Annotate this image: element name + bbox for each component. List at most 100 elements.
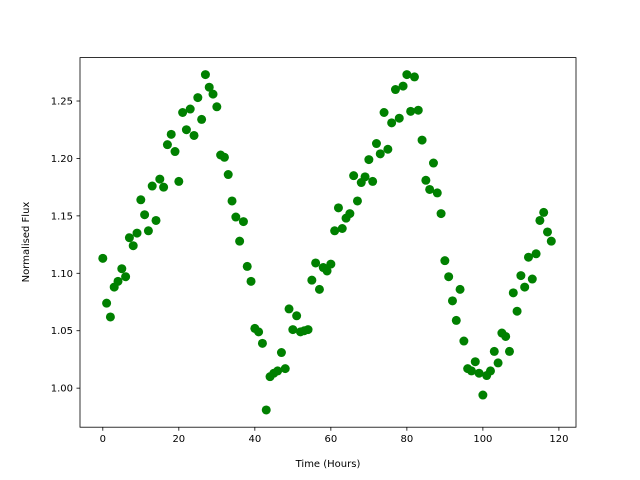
point	[219, 152, 229, 162]
point	[276, 348, 286, 358]
point	[162, 140, 172, 150]
point	[387, 118, 397, 128]
point	[330, 226, 340, 236]
point	[516, 271, 526, 281]
x-tick-label: 20	[172, 434, 185, 445]
point	[140, 210, 150, 220]
point	[117, 264, 127, 274]
point	[311, 258, 321, 268]
point	[326, 259, 336, 269]
point	[132, 228, 142, 238]
point	[501, 331, 511, 341]
point	[402, 70, 412, 80]
point	[231, 212, 241, 222]
point	[542, 227, 552, 237]
point	[539, 207, 549, 217]
point	[178, 108, 188, 118]
point	[113, 276, 123, 286]
point	[432, 188, 442, 198]
point	[98, 253, 108, 263]
point	[200, 70, 210, 80]
y-tick-label: 1.15	[51, 211, 73, 222]
point	[383, 144, 393, 154]
point	[368, 176, 378, 186]
point	[174, 176, 184, 186]
point	[128, 241, 138, 251]
point	[349, 171, 359, 181]
x-tick-label: 0	[100, 434, 106, 445]
x-tick-label: 120	[549, 434, 568, 445]
point	[451, 315, 461, 325]
point	[185, 104, 195, 114]
point	[478, 390, 488, 400]
point	[527, 274, 537, 284]
point	[409, 72, 419, 82]
point	[307, 275, 317, 285]
point	[143, 226, 153, 236]
point	[504, 346, 514, 356]
point	[546, 236, 556, 246]
point	[428, 158, 438, 168]
point	[322, 266, 332, 276]
point	[459, 336, 469, 346]
point	[261, 405, 271, 415]
point	[212, 102, 222, 112]
point	[466, 366, 476, 376]
point	[345, 209, 355, 219]
point	[292, 311, 302, 321]
point	[531, 249, 541, 259]
x-tick-label: 80	[400, 434, 413, 445]
point	[520, 282, 530, 292]
point	[360, 172, 370, 182]
point	[193, 93, 203, 103]
point	[254, 327, 264, 337]
point	[257, 338, 267, 348]
point	[493, 358, 503, 368]
point	[447, 296, 457, 306]
point	[227, 196, 237, 206]
point	[124, 233, 134, 243]
point	[375, 149, 385, 159]
y-tick-label: 1.00	[51, 384, 73, 395]
point	[197, 114, 207, 124]
point	[189, 130, 199, 140]
point	[170, 147, 180, 157]
point	[242, 261, 252, 271]
point	[474, 368, 484, 378]
point	[406, 106, 416, 116]
x-axis-label: Time (Hours)	[295, 459, 361, 470]
point	[455, 284, 465, 294]
point	[136, 195, 146, 205]
point	[121, 272, 131, 282]
point	[181, 125, 191, 135]
point	[390, 85, 400, 95]
point	[238, 217, 248, 227]
point	[223, 170, 233, 180]
point	[333, 203, 343, 213]
point	[535, 215, 545, 225]
y-tick-label: 1.05	[51, 326, 73, 337]
point	[288, 325, 298, 335]
point	[417, 135, 427, 145]
point	[394, 113, 404, 123]
point	[421, 175, 431, 185]
point	[159, 182, 169, 192]
point	[147, 181, 157, 191]
axes-frame	[79, 57, 577, 428]
point	[523, 252, 533, 262]
point	[512, 306, 522, 316]
point	[413, 105, 423, 115]
point	[398, 81, 408, 91]
point	[105, 312, 115, 322]
point	[379, 108, 389, 118]
point	[273, 366, 283, 376]
point	[440, 256, 450, 266]
point	[489, 346, 499, 356]
point	[371, 139, 381, 149]
point	[246, 276, 256, 286]
point	[303, 325, 313, 335]
point	[337, 224, 347, 234]
x-tick-label: 40	[248, 434, 261, 445]
